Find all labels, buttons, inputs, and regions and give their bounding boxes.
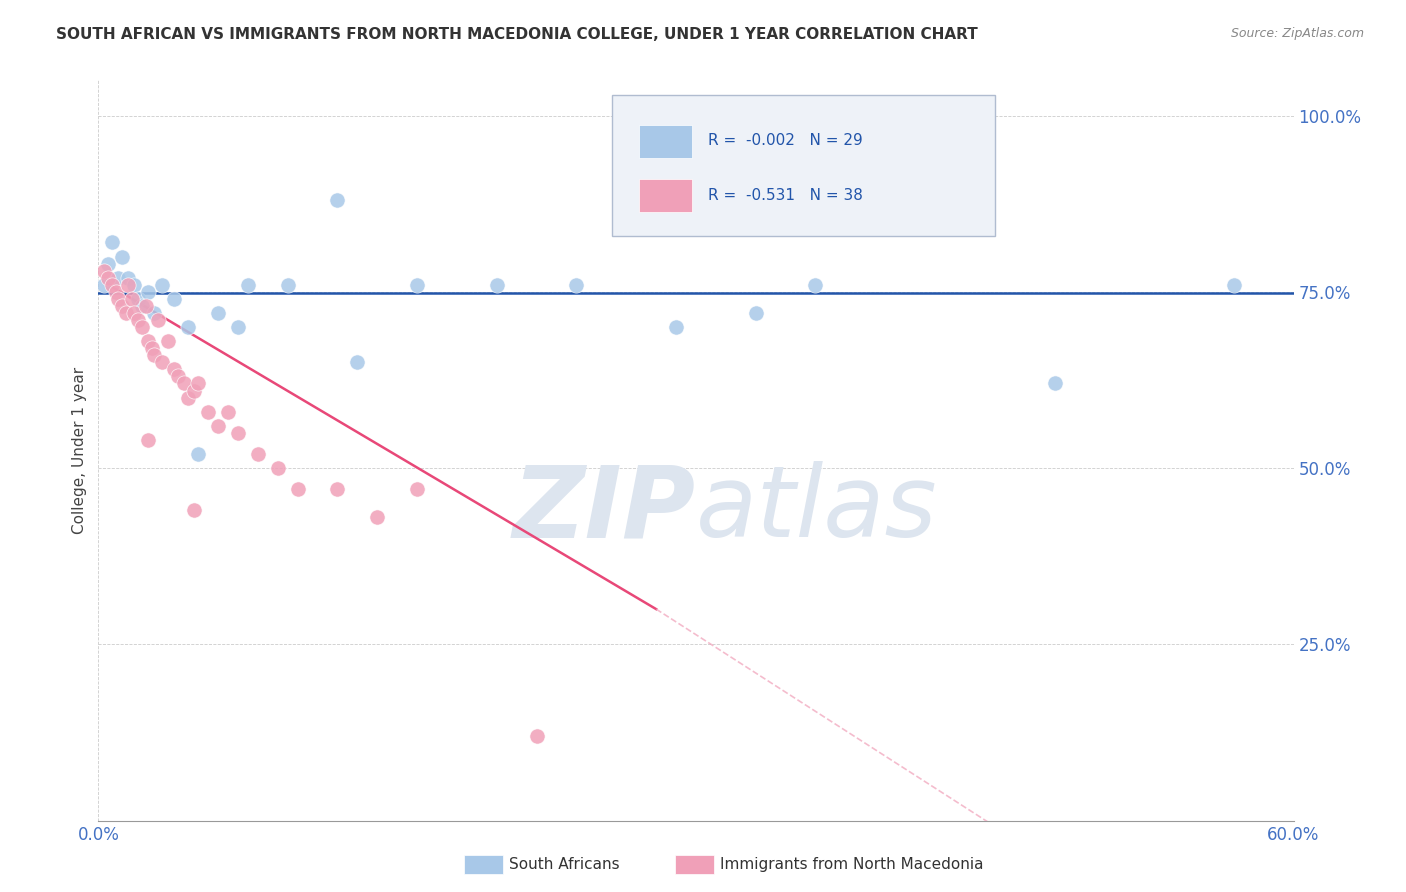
Point [115,306,138,320]
Point [197,405,219,419]
Text: R =  -0.002   N = 29: R = -0.002 N = 29 [709,134,863,148]
Point [277,277,299,292]
Point [804,277,827,292]
Point [136,433,159,447]
Point [124,306,146,320]
Point [107,292,129,306]
Point [135,299,157,313]
Point [148,313,170,327]
Point [127,292,149,306]
Point [526,729,548,743]
Point [236,277,259,292]
Y-axis label: College, Under 1 year: College, Under 1 year [72,367,87,534]
Point [157,334,180,348]
Bar [638,125,692,158]
Text: R =  -0.531   N = 38: R = -0.531 N = 38 [709,187,863,202]
Text: South Africans: South Africans [509,857,620,871]
Point [217,405,239,419]
Point [187,447,209,461]
Point [287,482,309,496]
Point [485,277,508,292]
Point [107,270,129,285]
Point [93,263,115,277]
Point [101,235,124,250]
Point [163,292,186,306]
Text: Immigrants from North Macedonia: Immigrants from North Macedonia [720,857,983,871]
Point [665,320,688,334]
Point [246,447,269,461]
Point [173,376,195,391]
Point [207,418,229,433]
Point [745,306,768,320]
Point [1223,277,1246,292]
Bar [638,178,692,212]
Point [326,193,349,207]
Text: Source: ZipAtlas.com: Source: ZipAtlas.com [1230,27,1364,40]
Point [183,384,205,398]
Point [111,299,134,313]
Point [117,277,139,292]
Text: ZIP: ZIP [513,461,696,558]
Point [136,285,159,299]
Point [565,277,588,292]
Point [183,503,205,517]
Point [97,257,120,271]
Point [93,277,115,292]
Point [105,285,128,299]
Point [101,277,124,292]
Point [143,348,166,362]
Point [121,292,143,306]
Point [1043,376,1066,391]
Point [117,270,139,285]
Point [127,313,149,327]
Point [97,270,120,285]
Point [207,306,229,320]
Point [326,482,349,496]
Point [366,510,388,524]
Text: SOUTH AFRICAN VS IMMIGRANTS FROM NORTH MACEDONIA COLLEGE, UNDER 1 YEAR CORRELATI: SOUTH AFRICAN VS IMMIGRANTS FROM NORTH M… [56,27,979,42]
FancyBboxPatch shape [613,95,995,235]
Point [163,362,186,376]
Point [131,299,153,313]
Point [150,355,173,369]
Point [406,482,429,496]
Point [177,391,200,405]
Point [267,461,290,475]
Point [226,425,249,440]
Point [143,306,166,320]
Point [167,369,190,384]
Point [177,320,200,334]
Point [141,341,163,355]
Point [131,320,153,334]
Point [136,334,159,348]
Point [111,250,134,264]
Point [406,277,429,292]
Point [150,277,173,292]
Point [226,320,249,334]
Text: atlas: atlas [696,461,938,558]
Point [187,376,209,391]
Point [124,277,146,292]
Point [346,355,368,369]
